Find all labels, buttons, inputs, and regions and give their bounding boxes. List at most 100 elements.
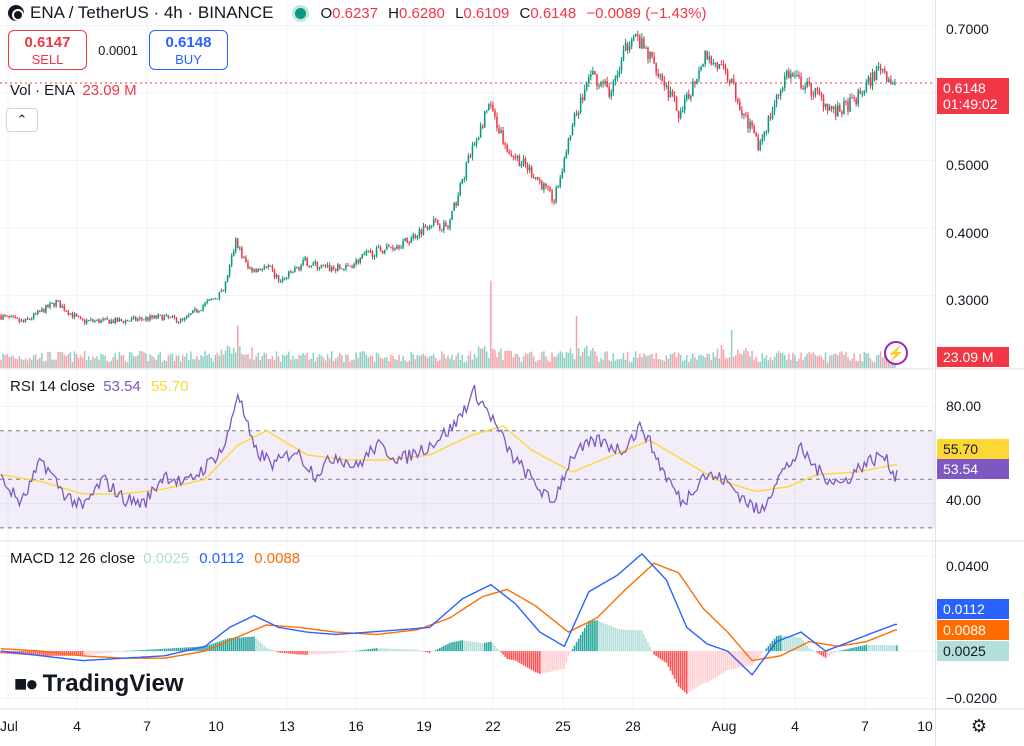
volume-bar: [818, 354, 821, 368]
candle: [428, 226, 431, 230]
macd-histogram-bar: [120, 651, 123, 652]
volume-bar: [445, 358, 447, 368]
volume-bar: [239, 346, 241, 368]
macd-histogram-bar: [879, 645, 882, 652]
volume-bar: [126, 362, 129, 368]
candle: [369, 250, 372, 252]
candle: [598, 85, 600, 87]
volume-bar: [39, 357, 41, 368]
time-axis-tick: 19: [416, 718, 432, 734]
macd-histogram-bar: [520, 651, 523, 665]
macd-legend[interactable]: MACD 12 26 close 0.0025 0.0112 0.0088: [10, 550, 300, 567]
candle: [618, 70, 621, 75]
candle: [230, 256, 233, 266]
macd-histogram-bar: [483, 642, 486, 652]
candle: [877, 66, 880, 68]
volume-bar: [277, 356, 280, 368]
volume-bar: [543, 351, 545, 368]
buy-button[interactable]: 0.6148 BUY: [149, 30, 228, 70]
macd-histogram-bar: [249, 636, 251, 652]
candle: [669, 91, 672, 98]
macd-tag: 0.0112: [937, 599, 1009, 619]
macd-histogram-bar: [747, 651, 749, 667]
candle: [10, 316, 13, 318]
macd-histogram-bar: [24, 651, 27, 655]
candle: [151, 315, 153, 318]
volume-bar: [592, 347, 594, 368]
candle: [243, 257, 245, 259]
candle: [120, 319, 123, 321]
volume-bar: [102, 354, 104, 368]
rsi-legend[interactable]: RSI 14 close 53.54 55.70: [10, 378, 188, 395]
volume-bar: [18, 355, 21, 368]
candle: [612, 81, 615, 92]
macd-histogram-bar: [55, 651, 57, 656]
candle: [449, 219, 451, 229]
candle: [600, 82, 602, 86]
macd-histogram-bar: [239, 637, 241, 652]
macd-histogram-bar: [651, 650, 653, 652]
volume-bar: [351, 359, 353, 368]
candle: [785, 71, 788, 77]
candle: [220, 290, 223, 293]
volume-bar: [208, 354, 210, 368]
volume-bar: [659, 359, 662, 368]
candle: [843, 101, 845, 115]
volume-bar: [230, 353, 233, 368]
candle: [20, 320, 23, 322]
candle: [251, 267, 253, 272]
volume-bar: [447, 355, 449, 368]
macd-histogram-bar: [753, 651, 755, 663]
macd-histogram-bar: [173, 648, 176, 652]
lightning-icon[interactable]: ⚡: [884, 341, 908, 365]
volume-bar: [722, 349, 725, 368]
volume-bar: [885, 358, 888, 368]
macd-histogram-bar: [861, 645, 864, 652]
candle: [702, 64, 704, 67]
candle: [651, 51, 653, 57]
symbol-title[interactable]: ENA / TetherUS · 4h · BINANCE: [30, 3, 274, 22]
volume-bar: [467, 355, 470, 368]
volume-bar: [569, 348, 572, 368]
sell-button[interactable]: 0.6147 SELL: [8, 30, 87, 70]
volume-bar: [232, 347, 235, 368]
candle: [875, 66, 878, 81]
volume-bar: [532, 356, 535, 368]
candle: [563, 158, 566, 172]
macd-histogram-bar: [439, 647, 441, 652]
candle: [771, 111, 774, 119]
volume-bar: [422, 353, 425, 368]
macd-histogram-bar: [179, 647, 182, 652]
macd-histogram-bar: [659, 651, 662, 659]
candle: [508, 151, 510, 154]
macd-histogram-bar: [100, 651, 102, 654]
candle: [300, 264, 302, 271]
candle: [575, 113, 578, 115]
gear-icon[interactable]: ⚙: [970, 716, 988, 736]
candle: [196, 308, 198, 313]
candle: [24, 318, 27, 323]
volume-bar: [79, 355, 82, 368]
macd-histogram-bar: [69, 651, 72, 656]
volume-bar: [585, 345, 588, 368]
volume-bar: [618, 359, 621, 368]
candle: [639, 35, 641, 49]
volume-bar: [567, 352, 570, 368]
volume-bar: [275, 351, 278, 368]
volume-legend[interactable]: Vol · ENA 23.09 M: [10, 82, 137, 99]
volume-bar: [92, 356, 94, 368]
volume-bar: [179, 361, 182, 368]
candle: [700, 66, 702, 71]
volume-bar: [41, 352, 43, 368]
candle: [522, 158, 525, 164]
volume-bar: [830, 355, 833, 368]
volume-bar: [708, 354, 710, 368]
candle: [749, 121, 751, 129]
volume-bar: [192, 359, 194, 368]
candle: [765, 131, 768, 133]
candle: [259, 269, 261, 271]
volume-bar: [667, 359, 670, 368]
collapse-legend-button[interactable]: ⌃: [6, 108, 38, 132]
candle: [549, 187, 551, 191]
